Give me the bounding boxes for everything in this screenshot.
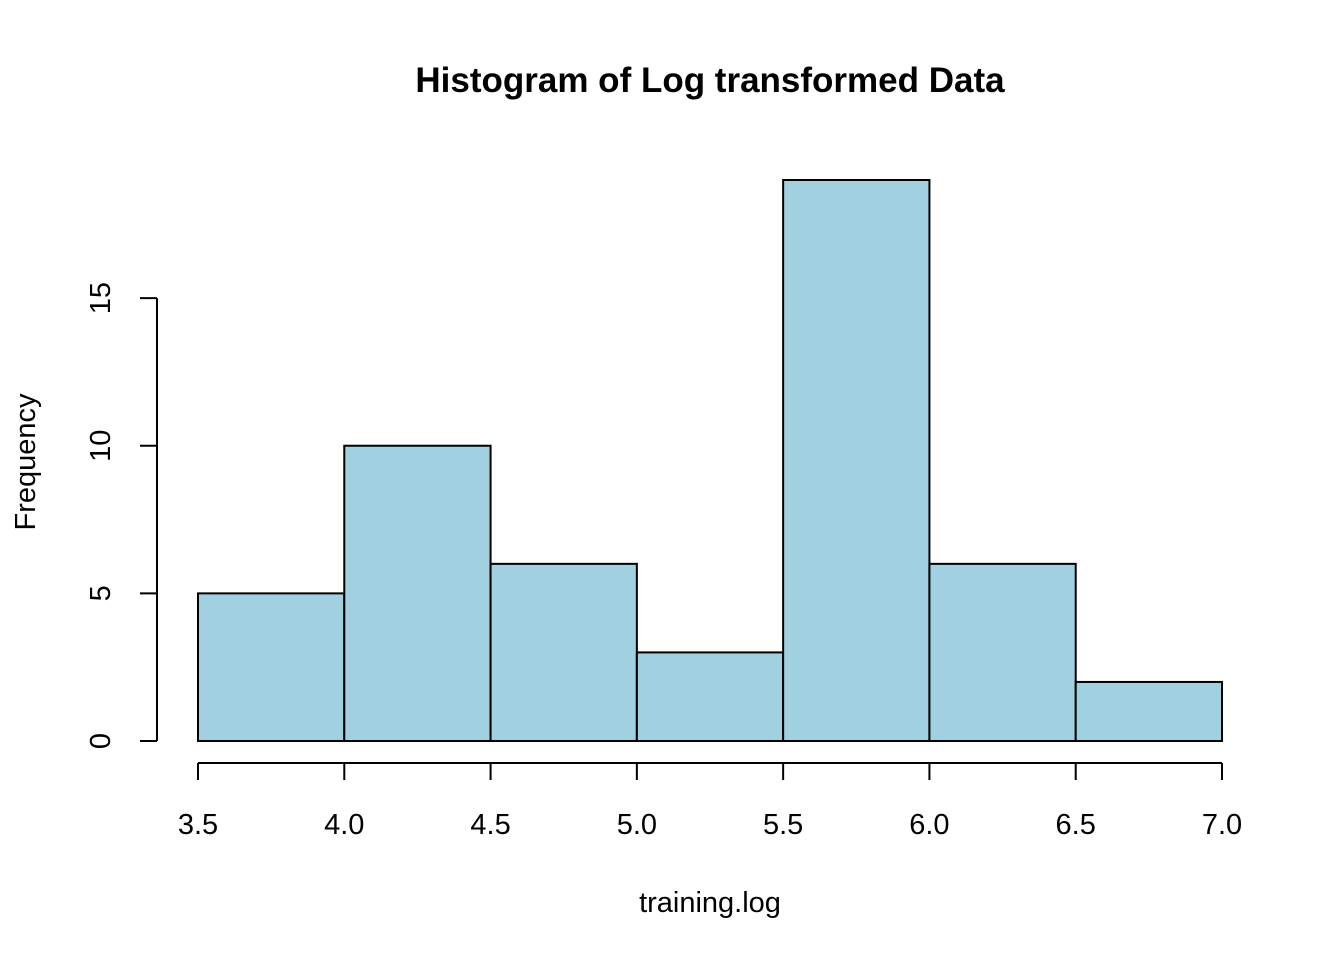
x-tick-label: 4.0 [324,809,364,841]
histogram-bar-3 [489,562,638,742]
x-tick-label: 6.5 [1056,809,1096,841]
chart-title: Histogram of Log transformed Data [415,61,1005,100]
y-tick-label: 5 [85,585,117,601]
x-axis-label: training.log [639,887,781,919]
y-axis: 0 5 10 15 [85,282,158,749]
y-tick-label: 10 [85,430,117,462]
y-axis-label: Frequency [10,393,42,531]
x-tick-label: 7.0 [1202,809,1242,841]
x-axis: 3.5 4.0 4.5 5.0 5.5 6.0 6.5 7.0 [178,762,1242,841]
x-tick-label: 5.5 [763,809,803,841]
x-tick-label: 6.0 [909,809,949,841]
histogram-bar-5 [782,179,931,742]
histogram-bar-6 [928,562,1077,742]
histogram-bar-7 [1074,680,1223,743]
x-tick-label: 4.5 [470,809,510,841]
y-tick-label: 0 [85,733,117,749]
histogram-bar-4 [635,651,785,743]
y-tick-label: 15 [85,282,117,314]
bars-group [197,179,1223,743]
histogram-bar-1 [197,592,346,742]
histogram-bar-2 [343,444,492,742]
x-tick-label: 3.5 [178,809,218,841]
x-tick-label: 5.0 [617,809,657,841]
